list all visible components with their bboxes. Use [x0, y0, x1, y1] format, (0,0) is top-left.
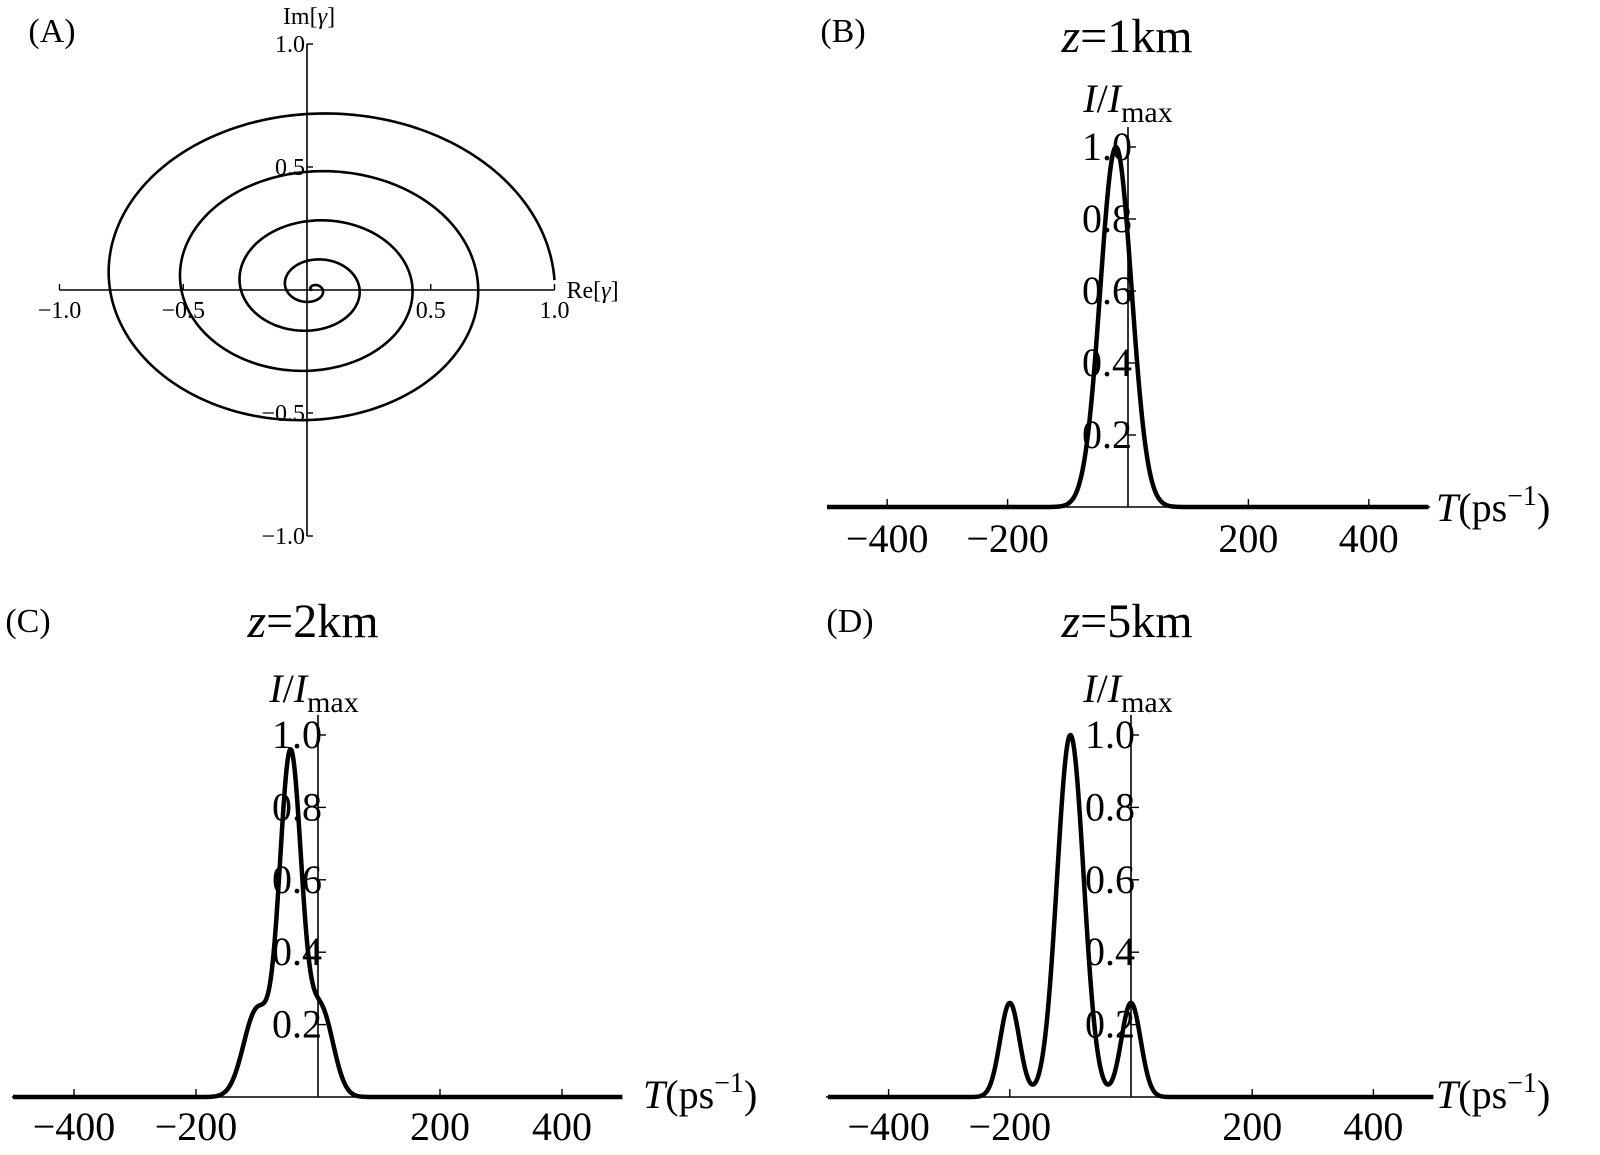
x-tick-label: −200 — [155, 1104, 238, 1149]
x-tick-label: 400 — [1339, 516, 1399, 561]
x-tick-label: −400 — [33, 1104, 116, 1149]
x-tick-label: 400 — [532, 1104, 592, 1149]
y-tick-label: 0.8 — [1085, 784, 1135, 829]
series-line — [825, 144, 1430, 510]
x-tick-label: −200 — [966, 516, 1049, 561]
y-tick-label: 0.4 — [1082, 340, 1132, 385]
y-axis-label: I/Imax — [1082, 76, 1172, 129]
y-tick-label: 1.0 — [1085, 712, 1135, 757]
x-tick-label: −400 — [847, 1104, 930, 1149]
y-tick-label: −0.5 — [261, 401, 305, 427]
panel-label: (C) — [5, 603, 50, 640]
panel-a: (A)−1.0 −0.5 0.5 1.01.00.5−0.5−1.0Re[γ]Im[γ… — [28, 4, 618, 550]
x-tick-label: 0.5 — [416, 298, 446, 324]
series-line — [11, 746, 624, 1100]
y-tick-label: 0.6 — [1085, 857, 1135, 902]
panel-label: (A) — [28, 13, 75, 50]
x-axis-label: Re[γ] — [567, 278, 619, 304]
chart-title: z=2km — [246, 595, 378, 648]
x-tick-label: 1.0 — [540, 298, 570, 324]
x-tick-label: −400 — [846, 516, 929, 561]
spiral-curve — [107, 112, 556, 422]
x-tick-label: −1.0 — [38, 298, 82, 324]
y-tick-label: 0.4 — [1085, 929, 1135, 974]
x-tick-label: 200 — [1222, 1104, 1282, 1149]
x-tick-label: 400 — [1343, 1104, 1403, 1149]
y-tick-label: 1.0 — [1082, 124, 1132, 169]
y-tick-label: −1.0 — [261, 524, 305, 550]
panel-label: (D) — [826, 603, 873, 640]
x-tick-label: 200 — [410, 1104, 470, 1149]
panel-label: (B) — [820, 13, 865, 50]
y-tick-label: 1.0 — [275, 32, 305, 58]
x-tick-label: −0.5 — [161, 298, 205, 324]
y-axis-label: I/Imax — [1082, 666, 1172, 719]
chart-title: z=5km — [1060, 595, 1192, 648]
y-axis-label: I/Imax — [268, 666, 358, 719]
x-axis-label: T(ps−1) — [1436, 1068, 1550, 1117]
series-line — [826, 732, 1435, 1100]
x-tick-label: 200 — [1218, 516, 1278, 561]
y-tick-label: 0.2 — [272, 1002, 322, 1047]
y-tick-label: 1.0 — [272, 712, 322, 757]
y-tick-label: 0.6 — [1082, 268, 1132, 313]
chart-title: z=1km — [1060, 10, 1192, 63]
x-axis-label: T(ps−1) — [1436, 481, 1550, 530]
y-axis-label: Im[γ] — [283, 4, 335, 30]
y-tick-label: 0.4 — [272, 929, 322, 974]
x-axis-label: T(ps−1) — [643, 1068, 757, 1117]
x-tick-label: −200 — [969, 1104, 1052, 1149]
